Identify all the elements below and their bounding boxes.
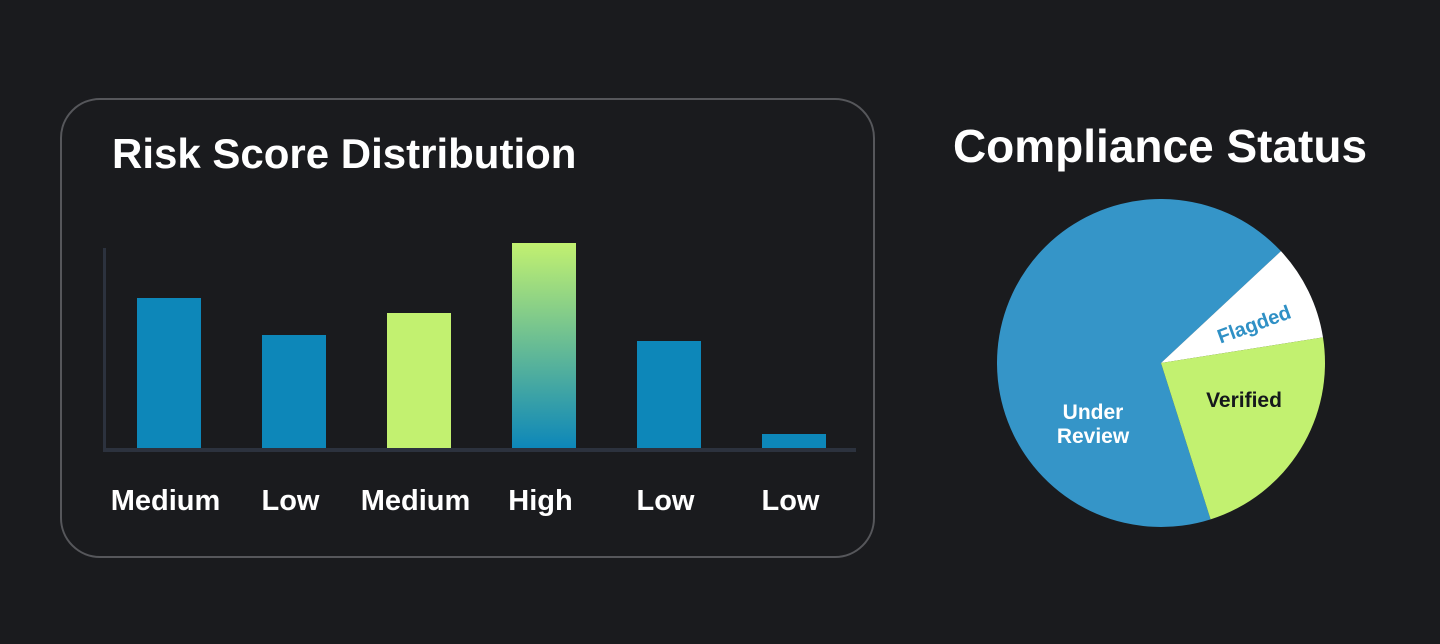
bar-low-5 (761, 434, 826, 448)
bar-category-label-4: Low (636, 485, 695, 517)
pie-slice-under-review (997, 199, 1281, 527)
bar-medium-0 (136, 298, 201, 448)
pie-label-under-review: Under Review (1056, 401, 1130, 448)
bar-low-4 (636, 341, 701, 448)
bar-chart-category-labels: Medium Low Medium High Low Low (103, 485, 853, 518)
pie-chart-title: Compliance Status (952, 120, 1368, 172)
bar-low-1 (261, 335, 326, 448)
pie-slice-flagded (1161, 251, 1323, 363)
pie-slice-verified (1161, 337, 1325, 520)
risk-score-distribution-card: Risk Score Distribution Medium Low Medium H… (60, 98, 875, 558)
bar-chart-plot-area (103, 243, 856, 452)
bar-high-3 (511, 243, 576, 448)
bar-chart-title: Risk Score Distribution (112, 130, 577, 177)
bar-category-label-0: Medium (110, 485, 221, 517)
bar-category-label-3: High (508, 485, 573, 517)
pie-label-verified: Verified (1206, 389, 1282, 412)
compliance-status-pie-chart: Under Review Flagded Verified (997, 199, 1325, 527)
pie-svg (997, 199, 1325, 527)
bar-category-label-5: Low (761, 485, 820, 517)
bar-category-label-1: Low (261, 485, 320, 517)
bar-category-label-2: Medium (360, 485, 471, 517)
bar-medium-2 (386, 313, 451, 448)
